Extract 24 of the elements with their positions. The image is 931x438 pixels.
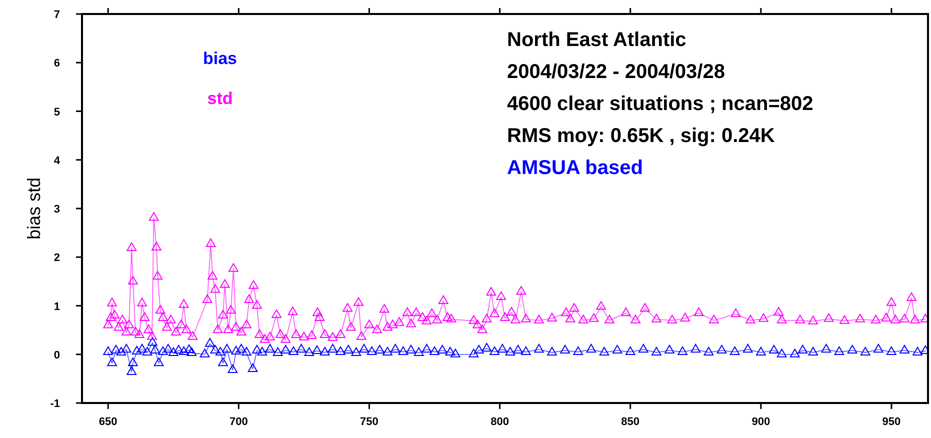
- y-tick-label: 4: [54, 154, 61, 167]
- y-tick-label: 6: [54, 58, 60, 70]
- annotation: AMSUA based: [507, 157, 643, 179]
- y-tick-label: 3: [54, 204, 60, 216]
- annotation: 2004/03/22 - 2004/03/28: [507, 61, 725, 83]
- y-axis-title: bias std: [24, 177, 44, 240]
- annotation: North East Atlantic: [507, 29, 686, 51]
- text: std: [207, 89, 233, 108]
- x-tick-label: 650: [98, 416, 118, 428]
- y-tick-label: -1: [50, 398, 60, 410]
- x-tick-label: 850: [621, 416, 640, 428]
- x-tick-label: 700: [229, 416, 248, 428]
- y-tick-label: 2: [54, 252, 60, 264]
- y-tick-label: 7: [54, 9, 60, 21]
- y-tick-label: 0: [54, 349, 60, 362]
- x-tick-label: 800: [490, 416, 509, 428]
- y-tick-label: 1: [54, 300, 60, 313]
- annotation: RMS moy: 0.65K , sig: 0.24K: [507, 125, 776, 147]
- x-tick-label: 900: [752, 416, 770, 428]
- annotation: 4600 clear situations ; ncan=802: [507, 93, 814, 115]
- x-tick-label: 950: [882, 416, 901, 428]
- text: bias: [202, 49, 238, 68]
- x-tick-label: 750: [360, 416, 378, 428]
- y-tick-label: 5: [54, 106, 60, 118]
